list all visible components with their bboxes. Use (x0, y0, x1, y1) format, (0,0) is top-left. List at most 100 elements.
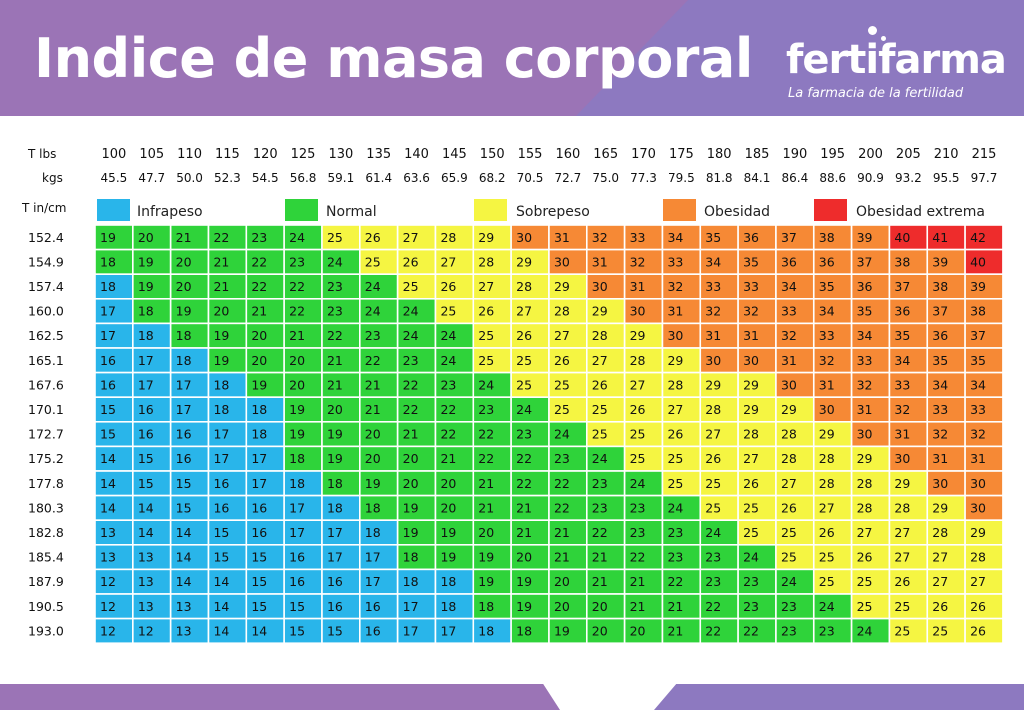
bmi-cell (359, 224, 399, 251)
bmi-value: 16 (365, 623, 381, 638)
bmi-value: 25 (667, 476, 683, 491)
bmi-value: 20 (554, 574, 570, 589)
lbs-label: 175 (669, 147, 694, 162)
bmi-cell (926, 420, 966, 448)
bmi-value: 35 (932, 353, 948, 368)
bmi-value: 24 (705, 525, 721, 540)
bmi-cell (94, 298, 134, 325)
bmi-cell (132, 322, 172, 349)
bmi-value: 17 (138, 377, 154, 392)
bmi-value: 14 (213, 599, 229, 614)
bmi-cell (472, 420, 512, 448)
legend-swatch (663, 199, 696, 221)
bmi-value: 30 (819, 402, 835, 417)
bmi-value: 26 (705, 451, 721, 466)
bmi-cell (245, 322, 285, 349)
bmi-value: 34 (932, 377, 948, 392)
bmi-value: 33 (743, 279, 759, 294)
bmi-value: 18 (251, 402, 267, 417)
bmi-value: 31 (894, 427, 910, 442)
legend-label: Sobrepeso (516, 204, 590, 220)
bmi-cell (359, 445, 399, 472)
bmi-value: 34 (705, 254, 721, 269)
bmi-value: 18 (289, 476, 305, 491)
bmi-value: 22 (743, 623, 759, 638)
bmi-cell (169, 470, 210, 497)
bmi-value: 17 (327, 550, 343, 565)
bmi-value: 25 (630, 451, 646, 466)
bmi-value: 13 (138, 599, 154, 614)
bmi-value: 25 (705, 500, 721, 515)
bmi-cell (850, 593, 891, 620)
bmi-value: 22 (705, 599, 721, 614)
bmi-value: 37 (857, 254, 873, 269)
bmi-cell (396, 470, 437, 497)
bmi-cell (661, 470, 702, 497)
bmi-value: 12 (138, 623, 154, 638)
bmi-value: 16 (289, 550, 305, 565)
bmi-value: 26 (932, 599, 948, 614)
bmi-value: 27 (781, 476, 797, 491)
bmi-value: 30 (743, 353, 759, 368)
bmi-cell (850, 617, 891, 645)
bmi-value: 30 (970, 500, 986, 515)
bmi-cell (510, 224, 550, 251)
header-lbs-label: T lbs (27, 147, 56, 161)
bmi-cell (585, 371, 626, 399)
bmi-cell (132, 396, 172, 423)
bmi-value: 18 (100, 254, 116, 269)
bmi-value: 22 (289, 304, 305, 319)
bmi-value: 34 (970, 377, 986, 392)
bmi-value: 33 (667, 254, 683, 269)
bmi-value: 20 (251, 328, 267, 343)
bmi-cell (510, 420, 550, 448)
bmi-value: 15 (138, 451, 154, 466)
footer-band-left (0, 684, 560, 710)
bmi-value: 23 (667, 550, 683, 565)
bmi-cell (699, 224, 739, 251)
kgs-label: 45.5 (101, 171, 128, 185)
bmi-value: 33 (857, 353, 873, 368)
bmi-value: 29 (970, 525, 986, 540)
bmi-value: 23 (743, 599, 759, 614)
bmi-value: 34 (819, 304, 835, 319)
bmi-cell (737, 470, 777, 497)
bmi-value: 28 (781, 427, 797, 442)
bmi-value: 19 (289, 402, 305, 417)
kgs-label: 54.5 (252, 171, 279, 185)
bmi-cell (94, 347, 134, 374)
bmi-value: 26 (819, 525, 835, 540)
bmi-value: 30 (516, 230, 532, 245)
lbs-label: 135 (366, 147, 391, 162)
lbs-label: 210 (934, 147, 959, 162)
kgs-label: 86.4 (781, 171, 808, 185)
bmi-value: 23 (705, 574, 721, 589)
bmi-value: 31 (592, 254, 608, 269)
bmi-value: 27 (440, 254, 456, 269)
lbs-label: 215 (972, 147, 997, 162)
bmi-value: 32 (705, 304, 721, 319)
bmi-value: 31 (819, 377, 835, 392)
bmi-value: 24 (365, 279, 381, 294)
bmi-cell (661, 273, 702, 300)
bmi-value: 31 (743, 328, 759, 343)
bmi-value: 20 (289, 353, 305, 368)
bmi-value: 21 (213, 279, 229, 294)
bmi-value: 25 (819, 550, 835, 565)
bmi-cell (548, 617, 588, 645)
bmi-value: 39 (857, 230, 873, 245)
bmi-value: 23 (819, 623, 835, 638)
bmi-value: 34 (894, 353, 910, 368)
bmi-cell (926, 494, 966, 522)
bmi-cell (359, 568, 399, 595)
bmi-value: 23 (592, 500, 608, 515)
bmi-value: 15 (327, 623, 343, 638)
lbs-label: 105 (139, 147, 164, 162)
bmi-value: 22 (327, 328, 343, 343)
bmi-value: 32 (630, 254, 646, 269)
bmi-value: 17 (251, 476, 267, 491)
bmi-value: 27 (516, 304, 532, 319)
bmi-cell (207, 470, 248, 497)
lbs-label: 195 (820, 147, 845, 162)
bmi-value: 24 (554, 427, 570, 442)
